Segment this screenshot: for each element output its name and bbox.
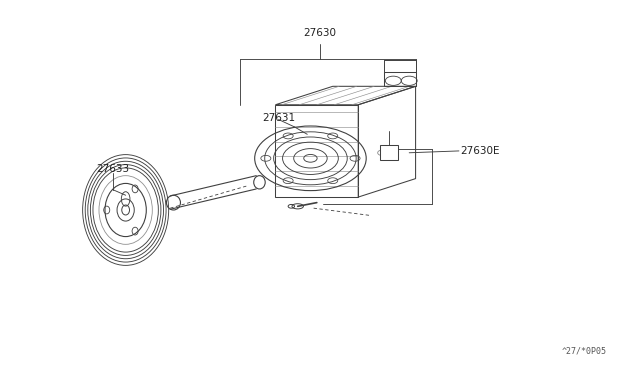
Bar [380,145,397,160]
Text: 27630: 27630 [303,28,337,38]
Text: 27631: 27631 [262,113,295,123]
Text: 27630E: 27630E [460,146,500,156]
Text: 27633: 27633 [97,164,129,174]
Text: ^27/*0P05: ^27/*0P05 [562,347,607,356]
